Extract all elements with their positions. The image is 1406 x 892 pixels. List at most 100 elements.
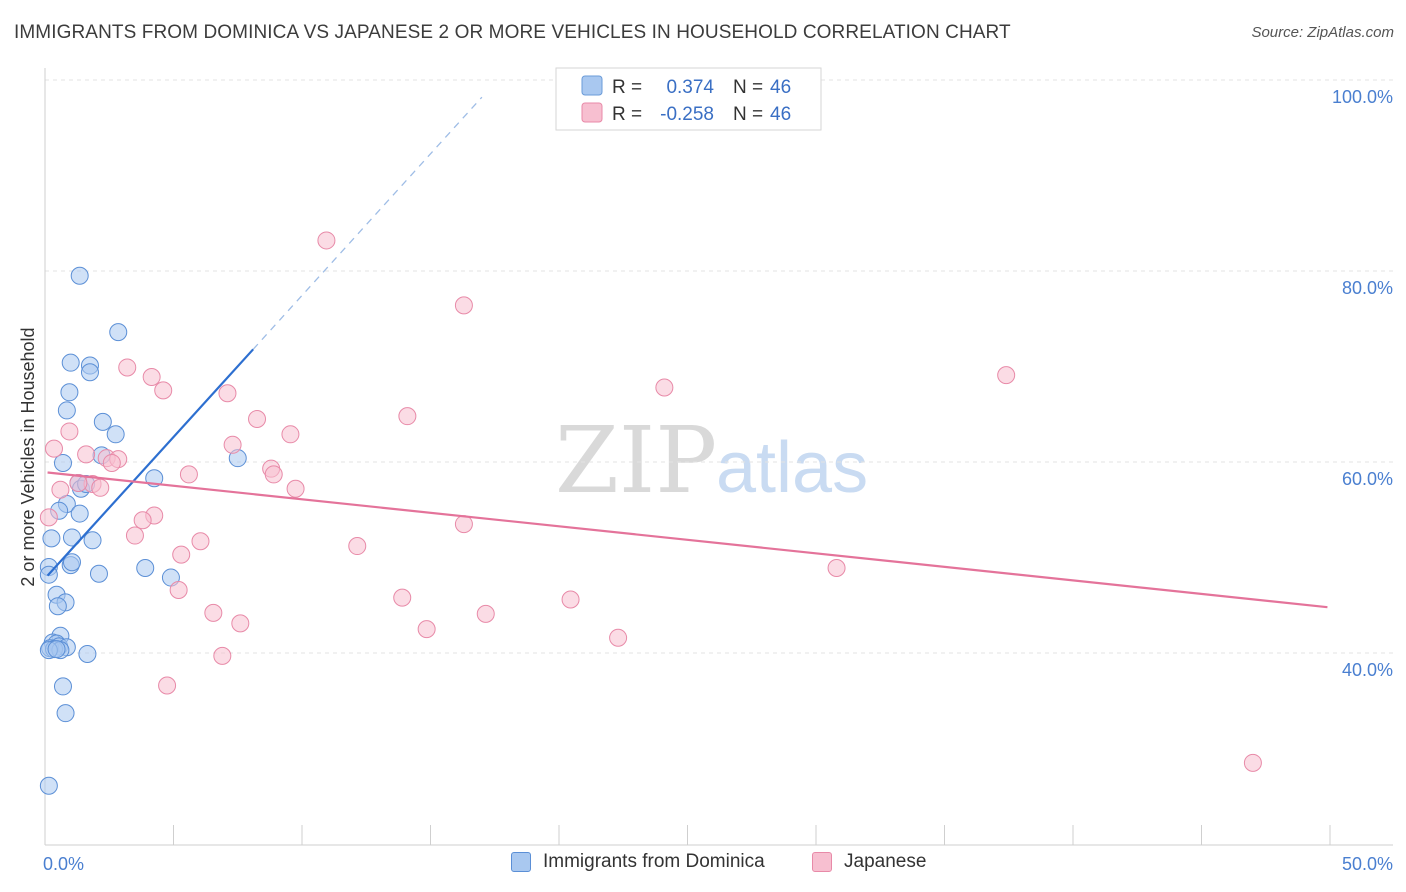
point-japanese <box>44 439 63 458</box>
y-tick-label: 60.0% <box>1342 469 1393 489</box>
point-japanese <box>142 368 161 387</box>
point-dominica <box>89 564 108 583</box>
point-dominica <box>93 412 112 431</box>
stats-r-label-dominica: R = <box>612 77 642 98</box>
x-tick-labels: 0.0% 50.0% <box>43 854 1393 874</box>
point-japanese <box>231 614 250 633</box>
point-japanese <box>77 445 96 464</box>
point-japanese <box>476 604 495 623</box>
trend-line-dominica-extension <box>252 96 483 350</box>
point-dominica <box>47 640 66 659</box>
watermark-zip: ZIP <box>555 407 717 514</box>
point-japanese <box>454 515 473 534</box>
point-dominica <box>62 553 81 572</box>
point-dominica <box>57 401 76 420</box>
point-japanese <box>281 425 300 444</box>
stats-r-label-japanese: R = <box>612 104 642 125</box>
point-japanese <box>398 407 417 426</box>
point-dominica <box>53 453 72 472</box>
y-tick-label: 80.0% <box>1342 278 1393 298</box>
point-japanese <box>827 559 846 578</box>
point-japanese <box>102 453 121 472</box>
axes <box>44 68 1393 846</box>
point-japanese <box>204 603 223 622</box>
watermark: ZIP atlas <box>555 407 868 514</box>
point-japanese <box>213 646 232 665</box>
point-dominica <box>53 677 72 696</box>
point-japanese <box>348 537 367 556</box>
stats-legend: R = 0.374 N = 46 R = -0.258 N = 46 <box>555 67 822 131</box>
point-dominica <box>60 383 79 402</box>
point-japanese <box>158 676 177 695</box>
point-japanese <box>169 580 188 599</box>
point-japanese <box>125 526 144 545</box>
point-dominica <box>70 504 89 523</box>
point-dominica <box>109 323 128 342</box>
point-japanese <box>609 628 628 647</box>
point-japanese <box>191 532 210 551</box>
point-dominica <box>62 528 81 547</box>
stats-legend-swatch-dominica <box>581 75 603 96</box>
point-dominica <box>80 363 99 382</box>
y-tick-label: 40.0% <box>1342 660 1393 680</box>
point-japanese <box>248 410 267 429</box>
legend-item-japanese: Japanese <box>812 851 926 873</box>
x-tick-label-max: 50.0% <box>1342 854 1393 874</box>
point-japanese <box>317 231 336 250</box>
point-japanese <box>561 590 580 609</box>
stats-n-label-dominica: N = <box>733 77 763 98</box>
point-japanese <box>172 545 191 564</box>
source-label: Source: ZipAtlas.com <box>1251 24 1394 41</box>
point-japanese <box>60 422 79 441</box>
point-dominica <box>136 559 155 578</box>
x-tick-label-min: 0.0% <box>43 854 84 874</box>
stats-n-value-japanese: 46 <box>770 104 791 125</box>
point-japanese <box>118 358 137 377</box>
watermark-atlas: atlas <box>716 428 868 508</box>
legend-label-dominica: Immigrants from Dominica <box>543 851 765 872</box>
legend-swatch-japanese <box>812 852 832 872</box>
point-japanese <box>223 435 242 454</box>
series-legend: Immigrants from Dominica Japanese <box>0 851 1406 881</box>
point-japanese <box>133 511 152 530</box>
y-tick-label: 100.0% <box>1332 87 1393 107</box>
data-points <box>39 231 1262 795</box>
chart-title: IMMIGRANTS FROM DOMINICA VS JAPANESE 2 O… <box>14 22 1011 43</box>
point-japanese <box>454 296 473 315</box>
point-japanese <box>997 366 1016 385</box>
point-japanese <box>91 478 110 497</box>
point-dominica <box>56 704 75 723</box>
point-dominica <box>42 529 61 548</box>
y-axis-title: 2 or more Vehicles in Household <box>18 327 38 586</box>
point-japanese <box>218 384 237 403</box>
point-dominica <box>78 644 97 663</box>
trend-lines <box>46 96 1328 609</box>
point-dominica <box>83 531 102 550</box>
legend-item-dominica: Immigrants from Dominica <box>511 851 765 873</box>
stats-r-value-dominica: 0.374 <box>666 77 714 98</box>
legend-label-japanese: Japanese <box>844 851 927 872</box>
trend-line-dominica <box>46 348 254 577</box>
point-japanese <box>51 480 70 499</box>
gridlines <box>45 79 1393 654</box>
point-japanese <box>69 474 88 493</box>
point-japanese <box>655 378 674 397</box>
point-japanese <box>154 381 173 400</box>
trend-line-japanese <box>47 471 1328 609</box>
point-japanese <box>264 465 283 484</box>
y-tick-labels: 40.0% 60.0% 80.0% 100.0% <box>1332 87 1393 680</box>
stats-legend-swatch-japanese <box>581 102 603 123</box>
point-japanese <box>39 508 58 527</box>
point-dominica <box>106 425 125 444</box>
point-japanese <box>1243 753 1262 772</box>
stats-n-value-dominica: 46 <box>770 77 791 98</box>
point-japanese <box>417 620 436 639</box>
legend-swatch-dominica <box>511 852 531 872</box>
point-japanese <box>393 588 412 607</box>
point-dominica <box>39 776 58 795</box>
point-dominica <box>48 597 67 616</box>
point-dominica <box>61 353 80 372</box>
point-dominica <box>70 266 89 285</box>
point-japanese <box>286 479 305 498</box>
